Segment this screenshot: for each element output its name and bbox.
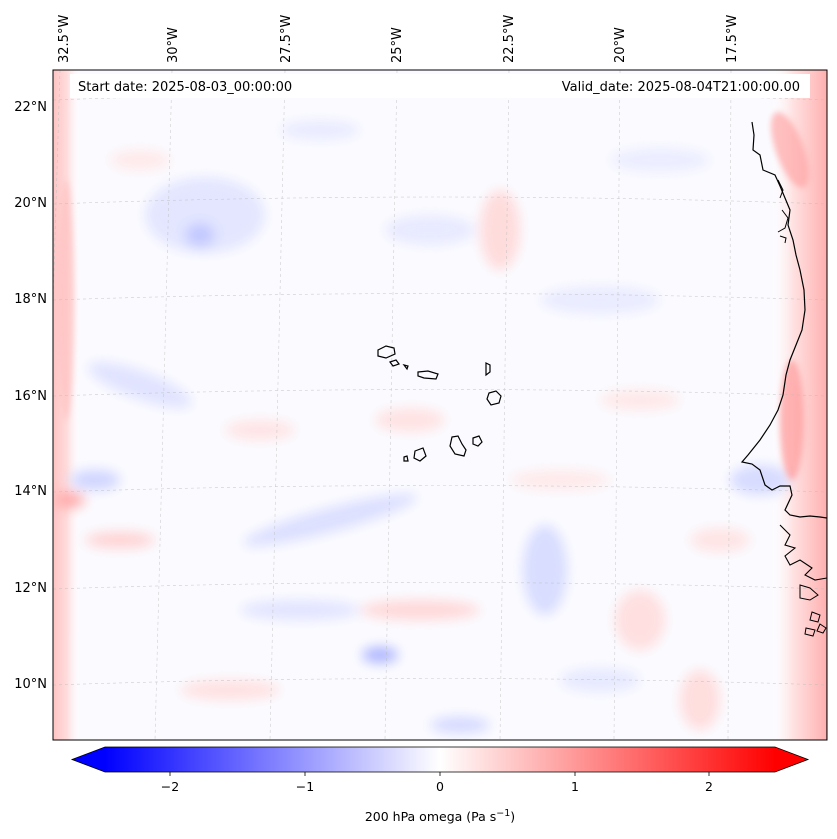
longitude-tick-labels: 32.5°W 30°W 27.5°W 25°W 22.5°W 20°W 17.5… — [57, 15, 740, 63]
lat-tick-label: 12°N — [14, 581, 47, 596]
colorbar-tick-label: 2 — [705, 779, 713, 794]
lon-tick-label: 27.5°W — [279, 15, 294, 63]
african-coastline — [740, 121, 827, 740]
colorbar-title-suffix: ) — [510, 809, 515, 824]
lat-tick-label: 14°N — [14, 484, 47, 499]
colorbar-tick-label: 1 — [571, 779, 579, 794]
map-gridlines — [53, 70, 827, 740]
lon-tick-label: 22.5°W — [502, 15, 517, 63]
colorbar-tick-label: −2 — [161, 779, 179, 794]
start-date-label: Start date: 2025-08-03_00:00:00 — [78, 80, 292, 95]
colorbar-title-exponent: −1 — [496, 808, 510, 819]
latitude-tick-labels: 22°N 20°N 18°N 16°N 14°N 12°N 10°N — [14, 100, 47, 692]
lat-tick-label: 20°N — [14, 196, 47, 211]
lon-tick-label: 25°W — [390, 27, 405, 63]
omega-field — [53, 70, 827, 740]
colorbar-title-prefix: 200 hPa omega (Pa s — [365, 809, 496, 824]
lon-tick-label: 20°W — [613, 27, 628, 63]
guinea-bissau-coast — [779, 524, 827, 581]
colorbar: −2 −1 0 1 2 200 hPa omega (Pa s−1) — [70, 746, 810, 824]
colorbar-high-extend — [775, 747, 808, 772]
cape-verde-islands — [377, 345, 502, 462]
colorbar-tick-label: −1 — [296, 779, 314, 794]
lat-tick-label: 22°N — [14, 100, 47, 115]
map-border — [52, 69, 828, 741]
valid-date-label: Valid_date: 2025-08-04T21:00:00.00 — [562, 80, 800, 95]
lat-tick-label: 18°N — [14, 292, 47, 307]
colorbar-low-extend — [72, 747, 105, 772]
lon-tick-label: 17.5°W — [725, 15, 740, 63]
lon-tick-label: 30°W — [166, 27, 181, 63]
colorbar-ramp — [105, 747, 775, 772]
lat-tick-label: 10°N — [14, 677, 47, 692]
bijagos-islands — [799, 584, 827, 637]
date-info-box — [70, 74, 810, 98]
lat-tick-label: 16°N — [14, 389, 47, 404]
lon-tick-label: 32.5°W — [57, 15, 72, 63]
colorbar-ticks — [169, 772, 710, 776]
colorbar-tick-label: 0 — [436, 779, 444, 794]
colorbar-title: 200 hPa omega (Pa s−1) — [365, 808, 515, 824]
colorbar-outline — [70, 746, 810, 773]
